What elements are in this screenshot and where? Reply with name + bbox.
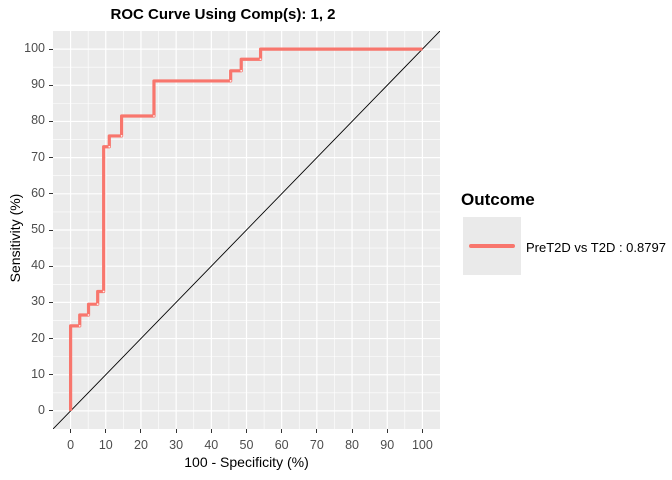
y-axis-title: Sensitivity (%) — [7, 193, 23, 283]
roc-curve — [68, 47, 423, 411]
x-tick-label: 70 — [309, 438, 324, 452]
roc-point-marker — [96, 303, 99, 306]
y-tick-mark — [49, 157, 53, 159]
x-tick-label: 20 — [134, 438, 148, 452]
y-tick-label: 80 — [31, 113, 45, 128]
x-tick-mark — [175, 429, 177, 433]
x-tick-mark — [246, 429, 247, 433]
plot-panel — [53, 31, 440, 429]
chart-title: ROC Curve Using Comp(s): 1, 2 — [110, 6, 336, 23]
x-tick-mark — [281, 429, 283, 433]
x-tick-label: 30 — [169, 438, 184, 452]
y-tick-mark — [49, 265, 53, 267]
roc-point-marker — [87, 314, 90, 316]
y-tick-label: 0 — [38, 402, 45, 417]
y-tick-mark — [49, 84, 53, 86]
roc-point-marker — [229, 80, 232, 82]
x-tick-mark — [70, 429, 72, 433]
y-tick-label: 100 — [24, 41, 45, 56]
roc-point-marker — [102, 290, 105, 293]
y-tick-mark — [49, 410, 53, 412]
legend-line-sample — [469, 244, 515, 248]
roc-point-marker — [153, 115, 155, 117]
x-tick-mark — [421, 429, 423, 433]
x-tick-label: 50 — [239, 438, 254, 452]
y-tick-mark — [49, 48, 53, 50]
roc-point-marker — [108, 145, 111, 148]
x-tick-label: 40 — [204, 438, 219, 452]
x-tick-mark — [386, 429, 388, 433]
roc-point-marker — [78, 324, 81, 327]
legend-title: Outcome — [461, 190, 535, 209]
x-tick-mark — [316, 429, 318, 433]
x-axis-title: 100 - Specificity (%) — [184, 454, 309, 470]
legend-key — [463, 217, 521, 275]
x-tick-mark — [210, 429, 212, 433]
y-tick-label: 20 — [31, 330, 45, 345]
roc-point-marker — [120, 135, 123, 137]
y-tick-mark — [49, 374, 53, 376]
y-tick-label: 70 — [31, 149, 45, 164]
x-tick-label: 80 — [345, 438, 359, 452]
y-tick-label: 60 — [31, 185, 45, 200]
y-tick-mark — [49, 120, 53, 122]
roc-curve-plot-area — [53, 31, 440, 429]
x-tick-mark — [105, 429, 107, 433]
y-tick-label: 10 — [31, 366, 45, 381]
x-tick-label: 90 — [380, 438, 395, 452]
y-tick-label: 40 — [31, 258, 45, 273]
y-tick-label: 50 — [31, 222, 45, 236]
y-tick-mark — [49, 229, 53, 231]
x-tick-label: 0 — [67, 438, 75, 452]
chance-diagonal-line — [53, 31, 440, 429]
legend-entry-label: PreT2D vs T2D : 0.8797 — [526, 240, 666, 255]
x-tick-label: 10 — [98, 438, 113, 452]
x-tick-label: 100 — [411, 438, 433, 452]
y-tick-mark — [49, 301, 53, 303]
x-tick-label: 60 — [274, 438, 289, 452]
y-tick-label: 90 — [31, 77, 45, 92]
roc-point-marker — [259, 58, 262, 61]
roc-point-marker — [240, 69, 243, 72]
x-tick-mark — [351, 429, 353, 433]
x-tick-mark — [140, 429, 142, 433]
y-tick-mark — [49, 193, 53, 195]
y-tick-label: 30 — [31, 294, 45, 309]
y-tick-mark — [49, 338, 53, 340]
